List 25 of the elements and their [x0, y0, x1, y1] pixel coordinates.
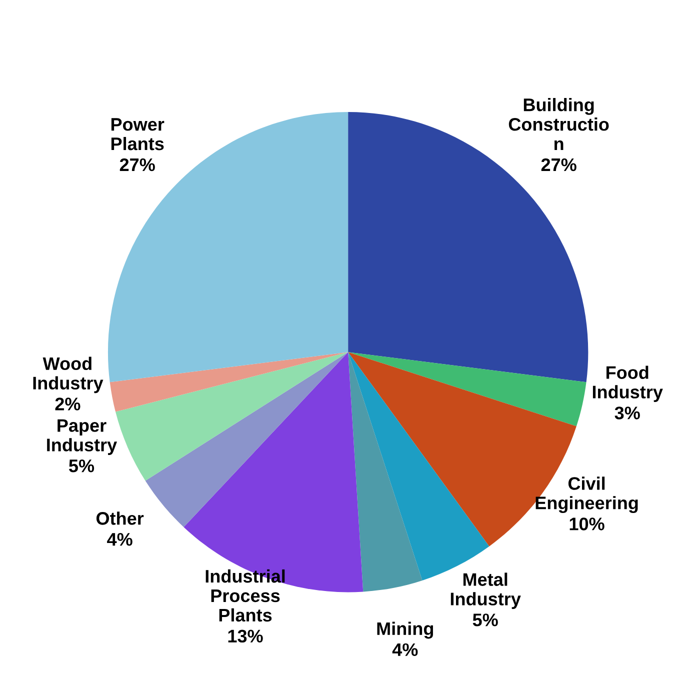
data-label: 5% — [69, 460, 94, 472]
data-label: 27% — [541, 158, 576, 172]
slice-label: Wood Industry — [33, 356, 104, 394]
slice-label: Metal Industry — [450, 572, 521, 609]
pie-slice — [110, 352, 348, 412]
data-label: 13% — [228, 630, 263, 643]
slice-label: Food Industry — [592, 366, 663, 402]
pie-slice — [348, 352, 422, 592]
pie-slice — [348, 352, 586, 426]
pie-slice — [116, 352, 348, 481]
slice-label: Other — [96, 512, 144, 525]
pie-slice — [145, 352, 348, 528]
slice-label: Power Plants — [111, 118, 164, 150]
pie-slice — [108, 112, 348, 382]
data-label: 4% — [392, 643, 418, 656]
data-label: 3% — [614, 406, 640, 420]
slice-label: Paper Industry — [47, 419, 118, 455]
data-label: 2% — [55, 398, 80, 410]
slice-label: Mining — [377, 622, 434, 639]
data-label: 27% — [120, 158, 155, 172]
data-label: 4% — [107, 533, 132, 546]
slice-label: Civil Engineering — [536, 476, 638, 514]
slice-label: Building Constructio n — [508, 98, 609, 150]
data-label: 5% — [472, 614, 498, 626]
data-label: 10% — [570, 518, 604, 530]
